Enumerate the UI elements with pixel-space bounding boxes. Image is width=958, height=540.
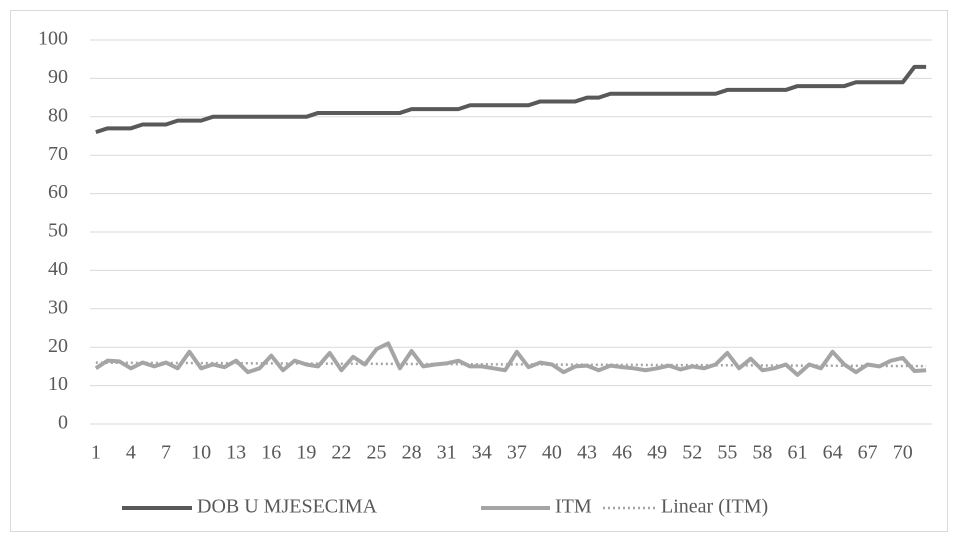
legend-label: ITM	[555, 496, 592, 518]
x-tick-label: 49	[647, 442, 667, 464]
x-tick-label: 46	[612, 442, 632, 464]
y-tick-label: 50	[48, 220, 68, 242]
x-tick-label: 43	[577, 442, 597, 464]
x-tick-label: 40	[542, 442, 562, 464]
y-tick-label: 100	[38, 28, 68, 50]
y-tick-label: 30	[48, 296, 68, 318]
y-tick-label: 70	[48, 143, 68, 165]
legend-label: DOB U MJESECIMA	[197, 496, 378, 518]
y-tick-label: 20	[48, 335, 68, 357]
y-tick-label: 90	[48, 66, 68, 88]
x-tick-label: 16	[261, 442, 281, 464]
x-tick-label: 70	[893, 442, 913, 464]
x-tick-label: 61	[788, 442, 808, 464]
y-tick-label: 80	[48, 104, 68, 126]
x-tick-label: 52	[682, 442, 702, 464]
x-tick-label: 28	[402, 442, 422, 464]
x-tick-label: 31	[437, 442, 457, 464]
chart-border	[10, 10, 948, 532]
x-tick-label: 10	[191, 442, 211, 464]
x-tick-label: 67	[858, 442, 878, 464]
x-tick-label: 7	[161, 442, 171, 464]
x-tick-label: 55	[717, 442, 737, 464]
x-tick-label: 1	[91, 442, 101, 464]
y-tick-label: 0	[58, 412, 68, 434]
x-tick-label: 19	[296, 442, 316, 464]
x-tick-label: 34	[472, 442, 492, 464]
x-tick-label: 25	[367, 442, 387, 464]
x-tick-label: 64	[823, 442, 843, 464]
y-tick-label: 60	[48, 181, 68, 203]
y-tick-label: 40	[48, 258, 68, 280]
x-tick-label: 22	[331, 442, 351, 464]
series-line	[94, 341, 927, 377]
x-tick-label: 4	[126, 442, 136, 464]
x-tick-label: 37	[507, 442, 527, 464]
x-tick-label: 58	[752, 442, 772, 464]
legend-label: Linear (ITM)	[661, 496, 768, 518]
x-tick-label: 13	[226, 442, 246, 464]
series-line	[95, 64, 927, 135]
y-tick-label: 10	[48, 373, 68, 395]
